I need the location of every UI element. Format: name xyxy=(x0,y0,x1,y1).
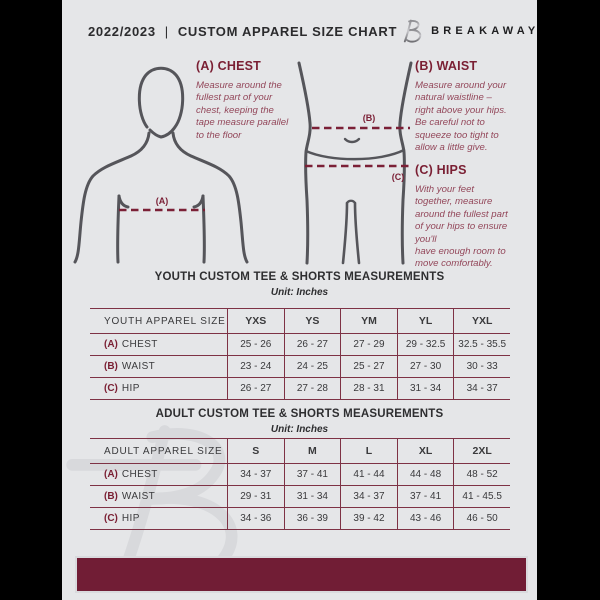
waist-line-label: (B) xyxy=(363,113,376,123)
table-cell: 25 - 26 xyxy=(227,334,284,355)
chart-title: CUSTOM APPAREL SIZE CHART xyxy=(177,23,398,39)
page-title: 2022/2023 | CUSTOM APPAREL SIZE CHART xyxy=(88,24,397,39)
column-header: YXS xyxy=(227,309,284,333)
row-label: (C) HIP xyxy=(104,513,140,524)
table-cell: 26 - 27 xyxy=(283,334,341,355)
table-cell: 31 - 34 xyxy=(396,378,454,399)
chest-heading: (A) CHEST xyxy=(196,59,261,73)
row-label: (A) CHEST xyxy=(104,339,158,350)
table-cell: 34 - 36 xyxy=(227,508,284,529)
row-label: (B) WAIST xyxy=(104,491,156,502)
table-cell: 25 - 27 xyxy=(340,356,397,377)
column-header: YOUTH APPAREL SIZE xyxy=(104,315,226,327)
table-cell: 39 - 42 xyxy=(340,508,397,529)
youth-table-unit: Unit: Inches xyxy=(270,287,329,298)
waist-heading: (B) WAIST xyxy=(415,59,478,73)
size-chart-document: 2022/2023 | CUSTOM APPAREL SIZE CHART xyxy=(62,0,537,600)
table-cell: 32.5 - 35.5 xyxy=(453,334,510,355)
youth-size-table: YOUTH APPAREL SIZE YXS YS YM YL YXL (A) C… xyxy=(90,308,510,400)
table-cell: 31 - 34 xyxy=(283,486,341,507)
lower-body-figure xyxy=(297,61,413,265)
table-row: (A) CHEST 34 - 37 37 - 41 41 - 44 44 - 48… xyxy=(90,464,510,486)
adult-size-table: ADULT APPAREL SIZE S M L XL 2XL (A) CHEST… xyxy=(90,438,510,530)
waist-instructions: Measure around your natural waistline – … xyxy=(415,80,507,154)
table-cell: 34 - 37 xyxy=(453,378,510,399)
table-cell: 24 - 25 xyxy=(283,356,341,377)
table-cell: 23 - 24 xyxy=(227,356,284,377)
row-label: (A) CHEST xyxy=(104,469,158,480)
table-cell: 27 - 29 xyxy=(340,334,397,355)
hips-instructions: With your feet together, measure around … xyxy=(415,184,508,270)
table-cell: 43 - 46 xyxy=(396,508,454,529)
table-header-row: YOUTH APPAREL SIZE YXS YS YM YL YXL xyxy=(90,308,510,334)
column-header: XL xyxy=(396,439,454,463)
table-cell: 28 - 31 xyxy=(340,378,397,399)
column-header: YM xyxy=(340,309,397,333)
column-header: YXL xyxy=(453,309,510,333)
table-cell: 34 - 37 xyxy=(340,486,397,507)
adult-table-unit: Unit: Inches xyxy=(270,424,329,435)
torso-figure xyxy=(73,66,249,264)
table-cell: 30 - 33 xyxy=(453,356,510,377)
brand-name: BREAKAWAY xyxy=(431,25,537,37)
table-row: (A) CHEST 25 - 26 26 - 27 27 - 29 29 - 32… xyxy=(90,334,510,356)
table-row: (C) HIP 26 - 27 27 - 28 28 - 31 31 - 34 3… xyxy=(90,378,510,400)
brand-lockup: BREAKAWAY xyxy=(397,18,537,44)
title-divider: | xyxy=(164,23,169,39)
column-header: YL xyxy=(396,309,454,333)
table-cell: 27 - 30 xyxy=(396,356,454,377)
table-row: (B) WAIST 23 - 24 24 - 25 25 - 27 27 - 30… xyxy=(90,356,510,378)
table-cell: 26 - 27 xyxy=(227,378,284,399)
column-header: ADULT APPAREL SIZE xyxy=(104,445,223,457)
table-cell: 34 - 37 xyxy=(227,464,284,485)
row-label: (C) HIP xyxy=(104,383,140,394)
column-header: 2XL xyxy=(453,439,510,463)
chest-instructions: Measure around the fullest part of your … xyxy=(196,80,289,141)
breakaway-logo-icon xyxy=(397,19,422,43)
season-label: 2022/2023 xyxy=(88,23,156,39)
table-cell: 29 - 31 xyxy=(227,486,284,507)
table-cell: 27 - 28 xyxy=(283,378,341,399)
row-label: (B) WAIST xyxy=(104,361,156,372)
table-cell: 36 - 39 xyxy=(283,508,341,529)
table-header-row: ADULT APPAREL SIZE S M L XL 2XL xyxy=(90,438,510,464)
column-header: L xyxy=(340,439,397,463)
table-cell: 29 - 32.5 xyxy=(396,334,454,355)
table-cell: 48 - 52 xyxy=(453,464,510,485)
table-cell: 37 - 41 xyxy=(283,464,341,485)
table-row: (B) WAIST 29 - 31 31 - 34 34 - 37 37 - 41… xyxy=(90,486,510,508)
table-row: (C) HIP 34 - 36 36 - 39 39 - 42 43 - 46 4… xyxy=(90,508,510,530)
table-cell: 41 - 45.5 xyxy=(453,486,510,507)
hips-heading: (C) HIPS xyxy=(415,163,467,177)
table-cell: 37 - 41 xyxy=(396,486,454,507)
hips-line-label: (C) xyxy=(392,172,405,182)
measurement-diagrams: (A) (B) (C) xyxy=(73,61,413,265)
youth-table-title: YOUTH CUSTOM TEE & SHORTS MEASUREMENTS xyxy=(154,271,445,283)
table-cell: 46 - 50 xyxy=(453,508,510,529)
table-cell: 41 - 44 xyxy=(340,464,397,485)
masthead: 2022/2023 | CUSTOM APPAREL SIZE CHART xyxy=(88,15,535,47)
table-cell: 44 - 48 xyxy=(396,464,454,485)
adult-table-title: ADULT CUSTOM TEE & SHORTS MEASUREMENTS xyxy=(155,408,444,420)
column-header: S xyxy=(227,439,284,463)
column-header: YS xyxy=(283,309,341,333)
column-header: M xyxy=(283,439,341,463)
footer-bar xyxy=(75,556,528,593)
chest-line-label: (A) xyxy=(156,196,169,206)
